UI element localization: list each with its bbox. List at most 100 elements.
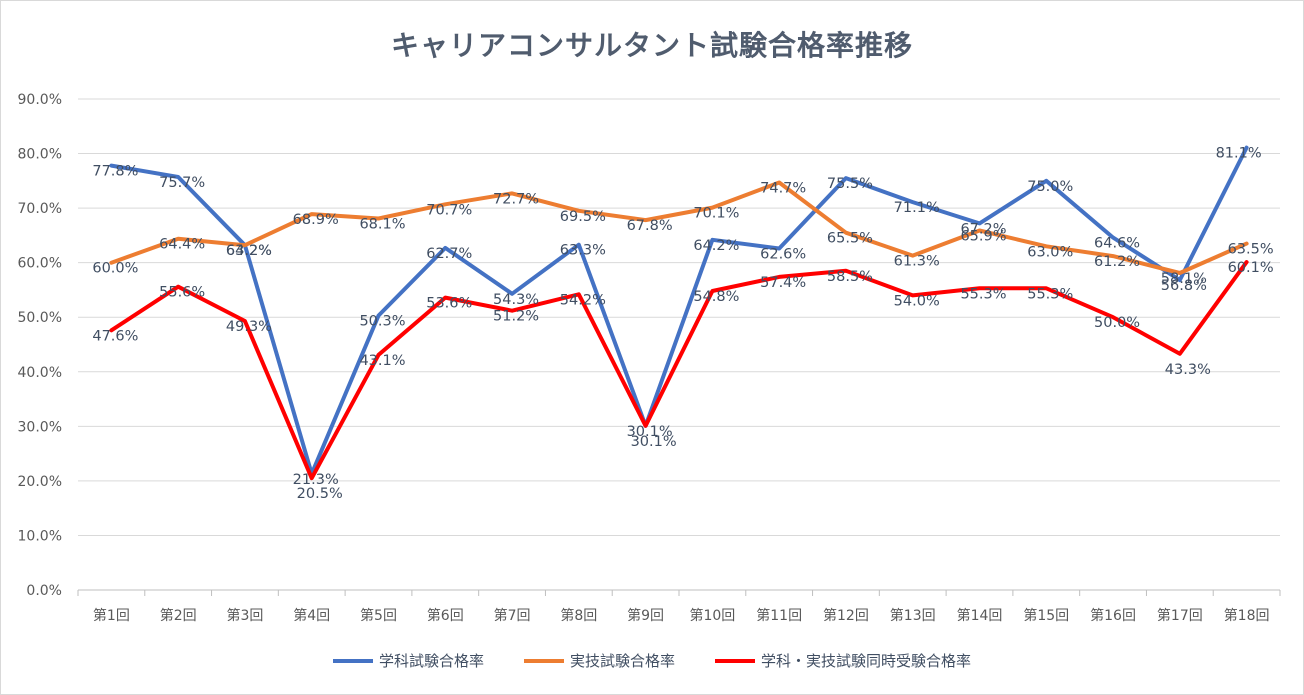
data-label: 64.4% [159, 237, 205, 253]
y-tick-label: 90.0% [18, 92, 62, 108]
data-label: 58.1% [1161, 271, 1207, 287]
x-tick-label: 第18回 [1224, 607, 1270, 624]
data-label: 55.6% [159, 285, 205, 301]
x-tick-label: 第17回 [1157, 607, 1203, 624]
gridlines [78, 98, 1280, 591]
y-tick-label: 40.0% [18, 365, 62, 381]
legend-label: 学科・実技試験同時受験合格率 [761, 652, 972, 670]
data-label: 54.2% [560, 292, 606, 308]
data-label: 50.0% [1094, 315, 1140, 331]
y-tick-label: 30.0% [18, 419, 62, 435]
data-label: 81.1% [1216, 146, 1262, 162]
legend-swatch [332, 658, 373, 663]
y-tick-label: 20.0% [18, 474, 62, 490]
data-label: 61.3% [894, 254, 940, 270]
x-tick-label: 第2回 [160, 607, 197, 624]
y-axis-ticks: 0.0% 10.0% 20.0% 30.0% 40.0% 50.0% 60.0% 70.0% 8… [18, 92, 62, 599]
x-tick-label: 第12回 [823, 607, 869, 624]
data-label: 50.3% [359, 314, 405, 330]
data-label: 67.2% [960, 221, 1006, 237]
x-tick-label: 第8回 [560, 607, 597, 624]
data-label: 64.2% [693, 238, 739, 254]
data-label: 47.6% [92, 328, 138, 344]
data-label: 56.8% [1161, 278, 1207, 294]
data-label: 54.8% [693, 289, 739, 305]
data-label: 43.1% [359, 353, 405, 369]
data-label: 75.5% [827, 176, 873, 192]
y-tick-label: 60.0% [18, 256, 62, 272]
chart-title: キャリアコンサルタント試験合格率推移 [390, 29, 913, 62]
x-tick-label: 第10回 [689, 607, 735, 624]
data-label: 63.2% [226, 243, 272, 259]
data-label: 60.1% [1228, 260, 1274, 276]
data-label: 74.7% [760, 180, 806, 196]
data-label: 63.0% [1027, 244, 1073, 260]
data-label: 62.6% [760, 246, 806, 262]
y-tick-label: 50.0% [18, 310, 62, 326]
x-tick-label: 第9回 [627, 607, 664, 624]
x-tick-label: 第15回 [1023, 607, 1069, 624]
legend-label: 実技試験合格率 [569, 652, 675, 670]
y-tick-label: 0.0% [26, 583, 62, 599]
x-axis-ticks: 第1回 第2回 第3回 第4回 第5回 第6回 第7回 第8回 第9回 第10回 第11回 第12回 第… [77, 590, 1281, 624]
data-label: 55.3% [960, 286, 1006, 302]
data-labels: 77.8% 75.7% 63.2% 21.3% 50.3% 62.7% 54.3% 63.3%… [92, 146, 1273, 503]
x-tick-label: 第14回 [957, 607, 1003, 624]
y-tick-label: 10.0% [18, 528, 62, 544]
series-line-1 [109, 145, 1249, 476]
data-label: 62.7% [426, 246, 472, 262]
x-tick-label: 第13回 [890, 607, 936, 624]
x-tick-label: 第1回 [93, 607, 130, 624]
data-label: 65.5% [827, 231, 873, 247]
data-label: 64.6% [1094, 236, 1140, 252]
x-tick-label: 第4回 [293, 607, 330, 624]
y-tick-label: 80.0% [18, 147, 62, 163]
data-label: 20.5% [297, 486, 343, 502]
data-label: 71.1% [894, 200, 940, 216]
data-label: 70.7% [426, 202, 472, 218]
legend: 学科試験合格率 実技試験合格率 学科・実技試験同時受験合格率 [0, 650, 1304, 671]
data-label: 57.4% [760, 275, 806, 291]
x-tick-label: 第5回 [360, 607, 397, 624]
x-tick-label: 第3回 [226, 607, 263, 624]
data-label: 51.2% [493, 309, 539, 325]
legend-swatch [715, 658, 755, 663]
data-label: 60.0% [92, 261, 138, 277]
data-label: 68.9% [293, 212, 339, 228]
data-label: 77.8% [92, 164, 138, 180]
data-label: 54.0% [894, 293, 940, 309]
legend-swatch [523, 658, 564, 663]
data-label: 53.6% [426, 296, 472, 312]
x-tick-label: 第7回 [494, 607, 531, 624]
legend-label: 学科試験合格率 [378, 652, 484, 670]
data-label: 43.3% [1165, 362, 1211, 378]
data-label: 67.8% [627, 218, 673, 234]
x-tick-label: 第6回 [427, 607, 464, 624]
data-label: 68.1% [359, 216, 405, 232]
legend-item-3: 学科・実技試験同時受験合格率 [715, 650, 971, 671]
legend-item-1: 学科試験合格率 [332, 650, 484, 671]
data-label: 61.2% [1094, 254, 1140, 270]
data-label: 69.5% [560, 209, 606, 225]
data-label: 75.7% [159, 175, 205, 191]
data-label: 49.3% [226, 319, 272, 335]
data-label: 63.3% [560, 243, 606, 259]
data-label: 30.1% [627, 424, 673, 440]
data-label: 21.3% [293, 472, 339, 488]
data-label: 55.3% [1027, 286, 1073, 302]
x-tick-label: 第16回 [1090, 607, 1136, 624]
legend-item-2: 実技試験合格率 [523, 650, 675, 671]
data-label: 58.5% [827, 269, 873, 285]
data-label: 30.1% [631, 434, 677, 450]
data-label: 72.7% [493, 191, 539, 207]
data-label: 64.2% [226, 243, 272, 259]
data-label: 63.5% [1228, 242, 1274, 258]
data-label: 70.1% [693, 206, 739, 222]
series-line-2 [109, 180, 1249, 275]
x-tick-label: 第11回 [756, 607, 802, 624]
series-line-3 [109, 260, 1249, 481]
series-lines [109, 145, 1249, 481]
data-label: 65.9% [960, 228, 1006, 244]
